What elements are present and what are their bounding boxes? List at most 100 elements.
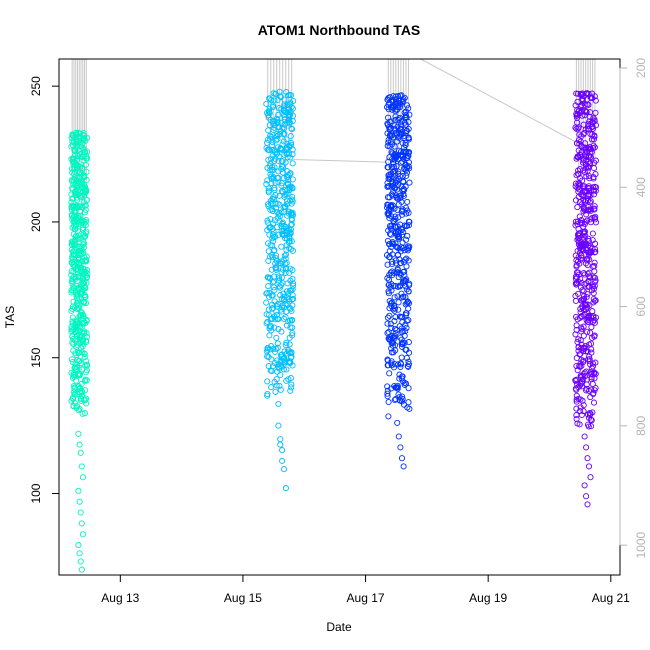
data-point: [270, 237, 277, 245]
data-point: [290, 295, 297, 302]
data-point: [70, 155, 77, 162]
data-point: [397, 271, 404, 278]
data-point: [388, 202, 395, 209]
data-point: [588, 417, 595, 424]
data-point: [578, 240, 585, 247]
y-axis-label: TAS: [3, 306, 17, 328]
data-point: [274, 303, 281, 310]
data-point: [585, 318, 592, 325]
data-point: [403, 172, 410, 179]
data-point: [590, 283, 597, 290]
data-point: [283, 339, 290, 346]
data-point: [271, 246, 278, 254]
data-point: [581, 169, 588, 176]
y2-axis-right: 200 400 600 800 1000: [619, 58, 648, 559]
data-point: [392, 384, 399, 391]
data-point: [386, 254, 393, 261]
data-point: [572, 297, 579, 304]
data-point: [280, 138, 287, 145]
data-point: [282, 223, 289, 230]
data-point: [591, 274, 599, 281]
data-point: [580, 236, 587, 243]
data-point: [395, 306, 402, 313]
data-point: [592, 216, 599, 223]
data-point: [81, 292, 88, 299]
data-point: [584, 197, 591, 204]
trace-line-1: [420, 59, 584, 147]
data-point: [589, 409, 596, 416]
data-point: [281, 151, 288, 158]
data-point: [276, 130, 283, 137]
data-point: [385, 114, 392, 121]
data-point: [265, 248, 272, 255]
data-point: [580, 193, 587, 200]
data-point: [279, 230, 286, 237]
data-point: [386, 126, 393, 133]
y-tick-label: 200: [29, 212, 43, 232]
data-point: [391, 325, 399, 332]
data-point: [287, 222, 295, 229]
data-point: [587, 160, 594, 167]
data-point: [588, 324, 595, 331]
y-tick-label: 250: [29, 76, 43, 96]
data-point: [388, 362, 395, 369]
data-point: [69, 248, 76, 255]
data-point: [591, 268, 598, 275]
data-point-outlier: [76, 441, 83, 448]
data-point: [272, 179, 279, 186]
data-point: [278, 295, 285, 302]
data-point: [266, 253, 274, 260]
data-point: [581, 198, 589, 205]
data-point: [81, 378, 88, 385]
data-point: [579, 90, 586, 97]
data-point: [592, 213, 599, 220]
data-point: [69, 359, 76, 366]
data-point: [72, 248, 80, 255]
data-point: [281, 252, 288, 259]
data-point: [273, 137, 280, 144]
data-point: [572, 385, 579, 392]
data-point: [266, 275, 273, 282]
data-point: [573, 415, 580, 423]
data-point: [398, 290, 405, 297]
data-point: [75, 407, 82, 414]
data-point: [277, 352, 284, 359]
data-point: [588, 423, 595, 430]
y2-tick-label: 200: [634, 58, 648, 78]
data-point: [391, 294, 398, 301]
x-tick-label: Aug 21: [592, 591, 630, 605]
data-point: [575, 347, 582, 354]
data-point: [578, 411, 585, 419]
data-point: [79, 258, 86, 265]
data-point: [287, 139, 295, 146]
data-point: [400, 191, 407, 198]
data-point: [573, 257, 580, 264]
data-point: [586, 273, 593, 280]
data-point: [385, 413, 392, 420]
data-point: [81, 298, 88, 305]
y2-tick-label: 600: [634, 296, 648, 316]
data-point: [286, 119, 293, 126]
data-point: [579, 304, 586, 311]
data-point: [400, 179, 407, 186]
data-point: [574, 98, 581, 105]
data-point: [573, 326, 580, 333]
data-point-outlier: [76, 550, 83, 557]
data-point: [385, 202, 392, 209]
data-point: [282, 357, 289, 364]
data-point: [392, 117, 399, 124]
data-point: [389, 258, 396, 265]
data-point: [580, 223, 587, 230]
data-point: [574, 204, 581, 211]
data-point: [83, 337, 90, 344]
data-point: [282, 255, 289, 262]
data-point-outlier: [280, 466, 288, 473]
data-point: [81, 172, 88, 179]
data-point: [591, 118, 598, 125]
data-point: [391, 332, 398, 339]
data-point: [278, 180, 285, 187]
data-point: [266, 231, 273, 238]
data-point: [73, 403, 81, 410]
data-point-outlier: [584, 501, 591, 508]
data-point: [396, 245, 403, 252]
